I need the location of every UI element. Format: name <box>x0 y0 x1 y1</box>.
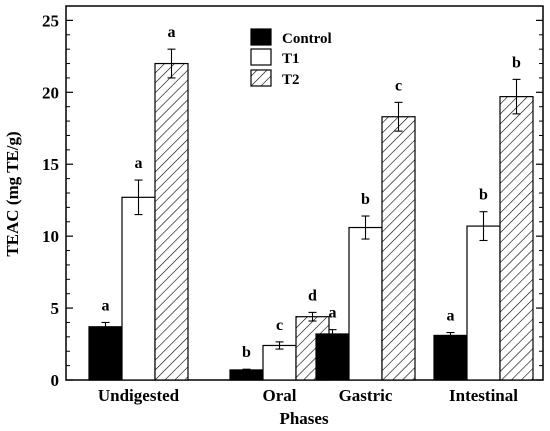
significance-label: b <box>242 344 251 361</box>
legend-swatch <box>250 48 272 66</box>
significance-label: c <box>276 317 283 334</box>
x-axis-label: Phases <box>279 409 329 428</box>
significance-label: b <box>479 187 488 204</box>
y-tick-label: 20 <box>42 83 59 102</box>
significance-label: a <box>168 24 176 41</box>
bar <box>433 334 468 381</box>
significance-label: c <box>395 77 402 94</box>
y-tick-label: 25 <box>42 11 59 30</box>
bar <box>154 62 189 381</box>
legend-label: T2 <box>282 72 300 88</box>
legend-label: T1 <box>282 51 300 67</box>
bar <box>121 196 156 381</box>
significance-label: a <box>135 155 143 172</box>
legend-swatch <box>250 28 272 46</box>
y-tick-label: 10 <box>42 227 59 246</box>
bar <box>499 96 534 381</box>
legend-swatch <box>250 69 272 87</box>
y-tick-label: 0 <box>51 371 60 390</box>
bar <box>466 225 501 381</box>
x-tick-label: Oral <box>263 386 297 405</box>
bar <box>262 344 297 381</box>
legend-label: Control <box>282 31 332 47</box>
significance-label: b <box>512 54 521 71</box>
x-tick-label: Intestinal <box>449 386 518 405</box>
significance-label: a <box>102 297 110 314</box>
x-tick-label: Undigested <box>98 386 180 405</box>
bar <box>381 116 416 381</box>
y-tick-label: 5 <box>51 299 60 318</box>
bar <box>229 369 264 381</box>
significance-label: d <box>308 287 317 304</box>
significance-label: a <box>329 305 337 322</box>
x-tick-label: Gastric <box>339 386 393 405</box>
significance-label: a <box>447 308 455 325</box>
significance-label: b <box>361 191 370 208</box>
bar <box>315 333 350 381</box>
bar <box>88 326 123 381</box>
bar <box>348 226 383 381</box>
y-axis-label: TEAC (mg TE/g) <box>3 131 22 256</box>
y-tick-label: 15 <box>42 155 59 174</box>
